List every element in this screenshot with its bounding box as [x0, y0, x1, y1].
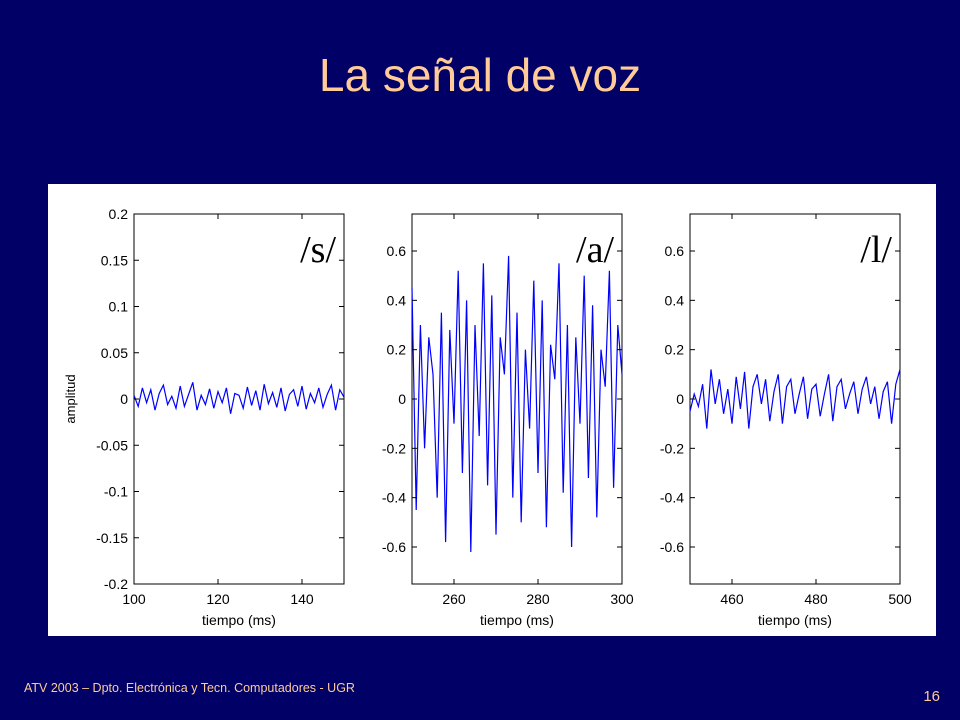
subplot-3: 0.6 0.4 0.2 0 -0.2 -0.4 -0.6 460 480 500 tiempo (m… — [660, 213, 912, 628]
phoneme-label: /a/ — [576, 229, 614, 271]
slide-title: La señal de voz — [318, 49, 642, 101]
y-tick-label: 0 — [398, 391, 406, 407]
figure-panel: 0.2 0.15 0.1 0.05 0 -0.05 -0.1 -0.15 -0.2 100 120 1… — [48, 184, 936, 636]
y-tick-label: 0.2 — [109, 206, 129, 222]
x-axis-label: tiempo (ms) — [758, 612, 832, 628]
y-tick-label: -0.6 — [382, 539, 406, 555]
y-tick-label: 0.4 — [387, 292, 407, 308]
y-tick-label: 0.2 — [665, 342, 685, 358]
y-tick-label: -0.2 — [104, 576, 128, 592]
phoneme-label: /s/ — [300, 229, 336, 271]
y-tick-label: 0.6 — [665, 243, 685, 259]
plot-frame — [689, 213, 901, 585]
x-tick-label: 120 — [206, 591, 230, 607]
x-tick-label: 260 — [442, 591, 466, 607]
y-tick-label: -0.4 — [382, 490, 406, 506]
y-tick-label: -0.2 — [660, 440, 684, 456]
phoneme-label: /l/ — [860, 229, 892, 271]
signal-line — [411, 255, 623, 552]
y-tick-label: 0.05 — [101, 345, 128, 361]
x-tick-label: 500 — [888, 591, 912, 607]
x-axis-label: tiempo (ms) — [480, 612, 554, 628]
y-tick-label: 0.4 — [665, 292, 685, 308]
signal-line — [133, 382, 345, 414]
y-tick-label: 0.15 — [101, 252, 128, 268]
y-tick-label: -0.2 — [382, 440, 406, 456]
subplot-2: 0.6 0.4 0.2 0 -0.2 -0.4 -0.6 260 280 300 tiempo (m… — [382, 213, 634, 628]
signal-line — [689, 369, 901, 429]
y-tick-label: 0 — [676, 391, 684, 407]
y-tick-label: -0.15 — [96, 530, 128, 546]
y-tick-label: 0.6 — [387, 243, 407, 259]
y-tick-label: 0 — [120, 391, 128, 407]
page-number: 16 — [923, 688, 940, 705]
y-tick-label: -0.4 — [660, 490, 684, 506]
x-tick-label: 300 — [610, 591, 634, 607]
x-axis-label: tiempo (ms) — [202, 612, 276, 628]
y-tick-label: -0.05 — [96, 437, 128, 453]
x-tick-label: 140 — [290, 591, 314, 607]
slide-footer: ATV 2003 – Dpto. Electrónica y Tecn. Com… — [24, 681, 355, 695]
y-tick-label: 0.2 — [387, 342, 407, 358]
y-tick-label: -0.1 — [104, 484, 128, 500]
y-tick-label: 0.1 — [109, 299, 129, 315]
x-tick-label: 460 — [720, 591, 744, 607]
y-axis-label: amplitud — [63, 374, 78, 423]
x-tick-label: 480 — [804, 591, 828, 607]
y-tick-label: -0.6 — [660, 539, 684, 555]
x-tick-label: 100 — [122, 591, 146, 607]
x-tick-label: 280 — [526, 591, 550, 607]
